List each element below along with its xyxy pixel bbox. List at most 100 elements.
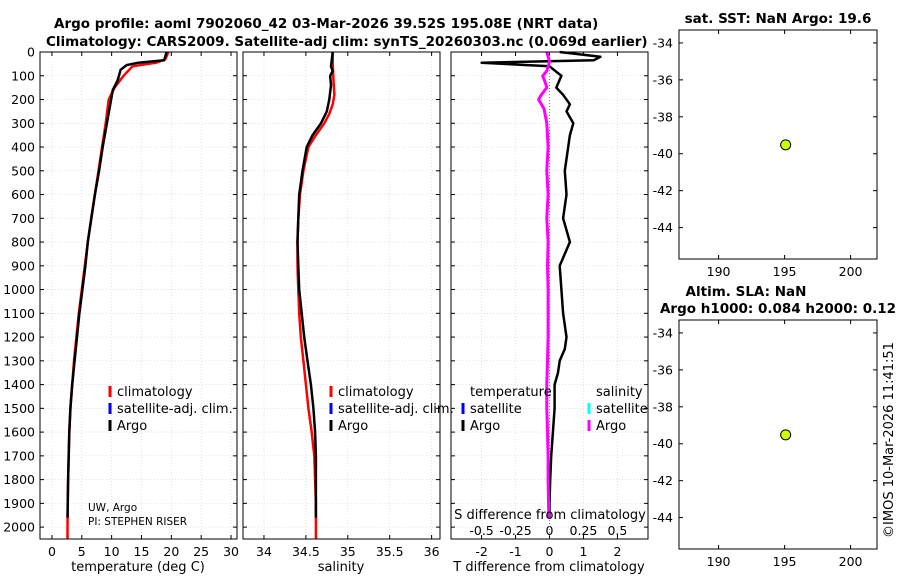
map-y-tick-label: -44: [653, 220, 673, 235]
y-tick-label: 1300: [3, 353, 35, 368]
legend-s-argo-label: Argo: [596, 419, 626, 434]
argo-position-marker: [780, 139, 792, 151]
annotation-institution: UW, Argo: [88, 502, 137, 514]
temperature-legend: climatology satellite-adj. clim. Argo: [108, 385, 233, 434]
map-y-tick-label: -42: [653, 473, 673, 488]
x-tick-label: -2: [475, 544, 487, 559]
sla-map-title-line1: Altim. SLA: NaN: [686, 284, 807, 300]
map-y-tick-label: -38: [653, 399, 673, 414]
y-tick-label: 0: [27, 45, 35, 60]
series-line-argo: [66, 51, 168, 518]
y-tick-label: 1600: [3, 425, 35, 440]
series-line-t-difference-argo-: [480, 50, 602, 518]
s-tick-label: -0.25: [499, 523, 531, 538]
y-tick-label: 1500: [3, 401, 35, 416]
y-tick-label: 400: [11, 140, 35, 155]
s-tick-label: 0: [546, 523, 554, 538]
salinity-legend: climatology satellite-adj. clim. Argo: [329, 385, 454, 434]
legend-satellite-label: satellite-adj. clim.: [338, 402, 454, 417]
y-tick-label: 600: [11, 187, 35, 202]
difference-legend: temperature salinity satellite Argo sate…: [461, 385, 648, 434]
s-tick-label: 0.25: [570, 523, 598, 538]
x-tick-label: 5: [78, 544, 86, 559]
title-line2: Climatology: CARS2009. Satellite-adj cli…: [46, 34, 648, 50]
map-y-tick-label: -34: [653, 35, 673, 50]
sst-map-panel: sat. SST: NaN Argo: 19.6 -34 -36 -38 -40 -42…: [653, 11, 878, 279]
map-y-tick-label: -36: [653, 72, 673, 87]
argo-position-marker: [780, 429, 792, 441]
series-line-argo: [296, 51, 334, 518]
map-y-tick-label: -40: [653, 436, 673, 451]
sst-map-axes-box: [678, 29, 878, 260]
x-tick-label: 15: [134, 544, 150, 559]
y-tick-label: 1000: [3, 282, 35, 297]
map-y-tick-label: -34: [653, 325, 673, 340]
legend-s-satellite-label: satellite: [596, 402, 648, 417]
x-tick-label: 2: [613, 544, 621, 559]
legend-t-satellite-label: satellite: [470, 402, 522, 417]
legend-temperature-title: temperature: [470, 385, 552, 400]
y-tick-label: 500: [11, 163, 35, 178]
x-tick-label: 34.5: [292, 544, 320, 559]
legend-salinity-title: salinity: [596, 385, 643, 400]
x-tick-label: 35: [340, 544, 356, 559]
x-tick-label: 1: [579, 544, 587, 559]
map-x-tick-label: 190: [707, 264, 731, 279]
x-tick-label: 36: [424, 544, 440, 559]
s-tick-label: 0.5: [607, 523, 627, 538]
difference-xlabel: T difference from climatology: [452, 560, 645, 575]
difference-panel: T difference from climatology -2 -1 0 1 2 -0.…: [450, 50, 649, 575]
y-tick-label: 900: [11, 258, 35, 273]
legend-t-argo-label: Argo: [470, 419, 500, 434]
series-line-s-difference-argo-: [537, 51, 551, 518]
x-tick-label: 30: [223, 544, 239, 559]
map-y-tick-label: -38: [653, 109, 673, 124]
difference-top-axis-label: S difference from climatology: [454, 508, 646, 523]
map-x-tick-label: 200: [839, 554, 863, 569]
y-tick-label: 1700: [3, 448, 35, 463]
map-y-tick-label: -36: [653, 362, 673, 377]
x-tick-label: 25: [193, 544, 209, 559]
y-tick-label: 1200: [3, 330, 35, 345]
y-tick-label: 1400: [3, 377, 35, 392]
axes-frame: [450, 51, 649, 540]
map-y-tick-label: -42: [653, 183, 673, 198]
x-tick-label: 35.5: [376, 544, 404, 559]
legend-climatology-label: climatology: [117, 385, 193, 400]
legend-satellite-label: satellite-adj. clim.: [117, 402, 233, 417]
annotation-pi: PI: STEPHEN RISER: [88, 516, 187, 528]
map-x-tick-label: 200: [839, 264, 863, 279]
salinity-axes-box: [242, 51, 441, 540]
map-x-tick-label: 195: [773, 264, 797, 279]
sla-map-title-line2: Argo h1000: 0.084 h2000: 0.12: [660, 301, 896, 317]
legend-argo-label: Argo: [117, 419, 147, 434]
y-tick-label: 2000: [3, 520, 35, 535]
x-tick-label: 10: [104, 544, 120, 559]
y-tick-label: 700: [11, 211, 35, 226]
map-y-tick-label: -44: [653, 510, 673, 525]
x-tick-label: 20: [163, 544, 179, 559]
y-tick-label: 1900: [3, 496, 35, 511]
temperature-panel: temperature (deg C) 01002003004005006007…: [3, 45, 239, 576]
sla-map-axes-box: [678, 319, 878, 550]
copyright-timestamp: ©IMOS 10-Mar-2026 11:41:51: [882, 342, 897, 538]
x-tick-label: 34: [256, 544, 272, 559]
y-tick-label: 300: [11, 116, 35, 131]
y-tick-label: 1100: [3, 306, 35, 321]
map-x-tick-label: 190: [707, 554, 731, 569]
x-tick-label: 0: [546, 544, 554, 559]
salinity-xlabel: salinity: [318, 560, 365, 575]
y-tick-label: 100: [11, 68, 35, 83]
map-y-tick-label: -40: [653, 146, 673, 161]
x-tick-label: -1: [509, 544, 521, 559]
s-tick-label: -0.5: [469, 523, 493, 538]
y-tick-label: 200: [11, 92, 35, 107]
map-x-tick-label: 195: [773, 554, 797, 569]
sst-map-title: sat. SST: NaN Argo: 19.6: [685, 11, 872, 27]
axes-frame: [39, 51, 238, 540]
legend-climatology-label: climatology: [338, 385, 414, 400]
salinity-panel: salinity 34 34.5 35 35.5 36 climatology sate…: [242, 51, 454, 575]
legend-argo-label: Argo: [338, 419, 368, 434]
axes-frame: [242, 51, 441, 540]
